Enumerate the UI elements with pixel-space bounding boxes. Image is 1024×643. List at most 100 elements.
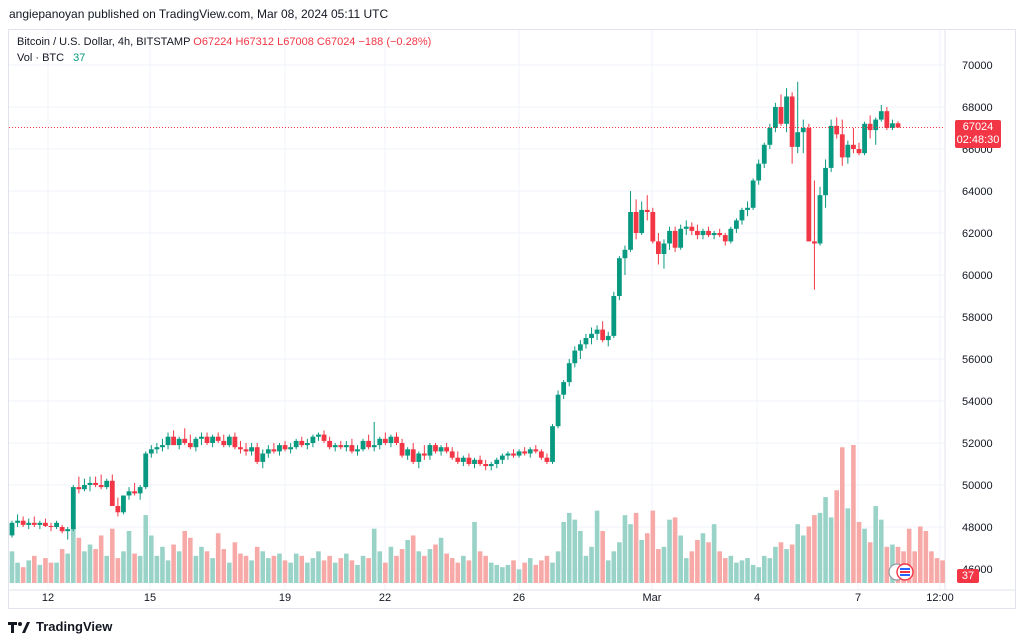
volume-bar xyxy=(605,560,611,583)
volume-bar xyxy=(940,560,945,583)
candle-body xyxy=(438,447,444,452)
chart-frame[interactable] xyxy=(8,29,1016,609)
candle-body xyxy=(427,445,433,456)
volume-bar xyxy=(839,447,845,583)
candle-body xyxy=(193,438,199,448)
volume-bar xyxy=(461,555,466,583)
last-volume-badge: 37 xyxy=(957,569,979,583)
candle-body xyxy=(299,440,305,446)
candle-body xyxy=(622,249,628,259)
volume-bar xyxy=(778,542,784,583)
candle-body xyxy=(137,487,143,494)
candle-body xyxy=(516,451,522,456)
candle-body xyxy=(639,209,645,233)
volume-bar xyxy=(271,555,277,583)
candle-body xyxy=(87,482,93,485)
volume-bar xyxy=(533,564,539,583)
candle-body xyxy=(321,434,327,441)
volume-bar xyxy=(890,544,895,583)
volume-bar xyxy=(371,528,377,583)
volume-bar xyxy=(249,560,254,583)
volume-bar xyxy=(238,553,243,583)
candle-body xyxy=(667,230,672,244)
volume-bar xyxy=(689,551,695,583)
candle-body xyxy=(823,167,828,196)
volume-bar xyxy=(260,551,266,583)
candle-body xyxy=(277,445,282,452)
candle-body xyxy=(600,329,606,341)
candle-body xyxy=(839,134,845,158)
candle-body xyxy=(433,445,438,452)
volume-bar xyxy=(227,562,232,583)
volume-bar xyxy=(862,528,867,583)
candle-body xyxy=(672,230,678,248)
volume-bar xyxy=(215,533,221,583)
candle-body xyxy=(678,228,684,248)
candle-body xyxy=(890,123,895,128)
legend-low: L67008 xyxy=(277,36,314,48)
candle-body xyxy=(561,382,567,395)
volume-bar xyxy=(243,555,249,583)
volume-bar xyxy=(912,551,918,583)
volume-bar xyxy=(873,506,879,583)
candle-body xyxy=(706,230,711,236)
candle-body xyxy=(605,335,611,341)
volume-bar xyxy=(878,519,884,583)
volume-bar xyxy=(745,558,750,583)
volume-bar xyxy=(121,551,126,583)
volume-bar xyxy=(232,542,238,583)
footer-brand[interactable]: TradingView xyxy=(8,619,112,634)
legend-volume-label[interactable]: Vol · BTC xyxy=(17,52,65,64)
volume-bar xyxy=(405,540,410,583)
volume-bar xyxy=(98,535,104,583)
candle-body xyxy=(817,195,823,244)
volume-bar xyxy=(422,555,427,583)
candle-body xyxy=(711,233,717,236)
volume-bar xyxy=(695,540,700,583)
candle-body xyxy=(683,226,689,229)
volume-bar xyxy=(516,569,522,583)
volume-bar xyxy=(293,553,299,583)
candle-body xyxy=(650,212,656,242)
candle-body xyxy=(121,495,126,513)
candle-body xyxy=(304,443,310,446)
y-tick-label: 62000 xyxy=(962,228,993,240)
volume-bar xyxy=(455,562,461,583)
candle-body xyxy=(343,445,349,448)
candle-body xyxy=(488,464,494,467)
volume-bar xyxy=(288,562,293,583)
candle-body xyxy=(31,522,37,525)
volume-bar xyxy=(416,551,422,583)
volume-bar xyxy=(143,515,149,583)
candle-body xyxy=(82,485,87,490)
candle-body xyxy=(15,520,20,523)
candle-body xyxy=(511,453,516,456)
candle-body xyxy=(126,491,132,496)
volume-bar xyxy=(93,549,98,583)
events-flags-icon[interactable] xyxy=(887,562,917,582)
candle-body xyxy=(232,436,238,448)
candle-body xyxy=(483,464,489,467)
candle-body xyxy=(845,144,851,158)
volume-bar xyxy=(449,558,455,583)
volume-bar xyxy=(717,551,722,583)
candle-body xyxy=(895,123,901,128)
candle-body xyxy=(254,447,260,462)
candle-body xyxy=(466,457,472,464)
candle-body xyxy=(104,480,110,488)
volume-bar xyxy=(633,512,639,583)
candle-body xyxy=(54,522,59,527)
volume-bar xyxy=(9,551,15,583)
candle-body xyxy=(756,163,762,181)
volume-bar xyxy=(76,537,82,583)
candle-body xyxy=(722,235,728,242)
candle-body xyxy=(399,443,405,456)
volume-bar xyxy=(210,558,215,583)
candle-body xyxy=(388,436,394,443)
candle-body xyxy=(143,453,149,488)
legend-symbol[interactable]: Bitcoin / U.S. Dollar, 4h, BITSTAMP xyxy=(17,36,191,48)
candle-body xyxy=(182,438,188,443)
volume-bar xyxy=(650,510,656,583)
footer-brand-text: TradingView xyxy=(36,619,113,634)
